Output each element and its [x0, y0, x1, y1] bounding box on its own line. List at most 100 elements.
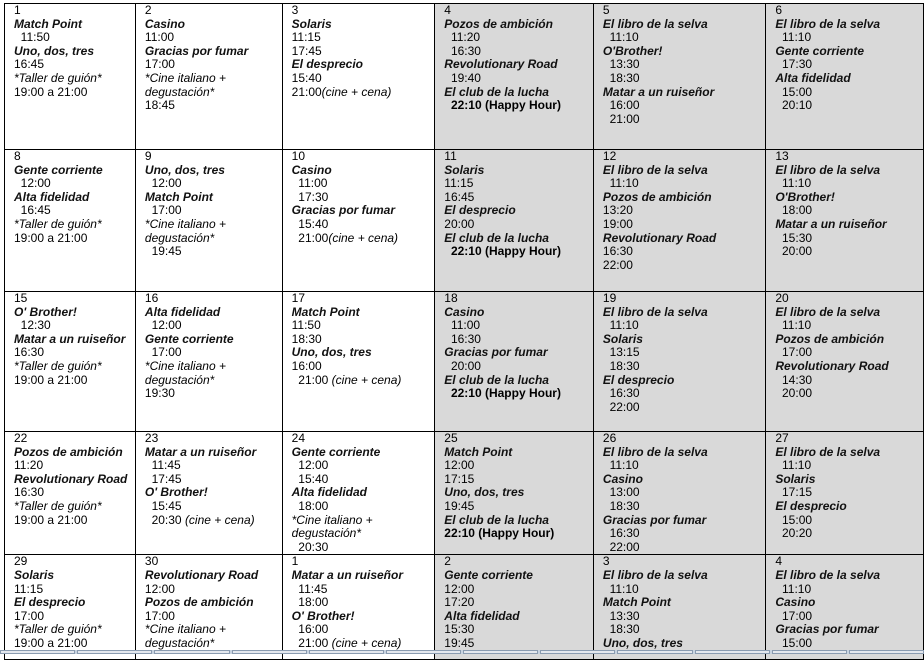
- line-text: El desprecio: [602, 372, 675, 387]
- movie-title: Uno, dos, tres: [603, 636, 765, 651]
- taskbar-button[interactable]: [694, 650, 770, 654]
- line-text: 21:00: [602, 111, 640, 126]
- day-cell: 13 El libro de la selva 11:10 O'Brother! 1…: [765, 149, 924, 292]
- line-text: 15:00: [775, 635, 813, 650]
- showtime: 11:00: [292, 176, 434, 191]
- showtime: 21:00 (cine + cena): [291, 635, 434, 651]
- taskbar-button[interactable]: [154, 650, 230, 654]
- taskbar-button[interactable]: [231, 650, 307, 654]
- movie-title: Casino: [603, 472, 765, 487]
- day-cell: 2 Gente corriente 12:00 17:20 Alta fidelidad…: [434, 554, 594, 660]
- line-text: *Taller de guión*: [14, 622, 102, 637]
- line-text: 22:10 (Happy Hour): [444, 98, 561, 113]
- line-text: Matar a un ruiseñor: [775, 216, 887, 231]
- movie-title: El club de la lucha: [444, 85, 592, 100]
- line-text: 18:00: [291, 498, 329, 513]
- showtime: 17:00: [145, 58, 281, 72]
- movie-title: El club de la lucha: [444, 513, 592, 528]
- line-text: 15:30: [775, 230, 813, 245]
- line-text: 11:10: [775, 458, 812, 473]
- day-cell: 10 Casino 11:00 17:30 Gracias por fumar 15…: [281, 149, 436, 292]
- line-text: O'Brother!: [775, 189, 835, 204]
- line-text: El desprecio: [291, 57, 364, 72]
- showtime: 15:40: [292, 472, 434, 487]
- line-text: degustación*: [144, 230, 215, 245]
- showtime: 13:30: [603, 609, 765, 624]
- movie-title: El libro de la selva: [775, 16, 922, 32]
- line-text: 18:00: [775, 203, 813, 218]
- movie-title: Matar a un ruiseñor: [775, 216, 922, 232]
- line-text: Pozos de ambición: [144, 595, 254, 610]
- movie-title: Matar a un ruiseñor: [603, 85, 765, 100]
- movie-title: Pozos de ambición: [603, 190, 765, 205]
- movie-title: Pozos de ambición: [775, 332, 922, 347]
- line-text: Uno, dos, tres: [14, 43, 95, 58]
- showtime: 16:30: [603, 244, 765, 259]
- line-text: 21:00: [291, 635, 332, 650]
- line-text: El libro de la selva: [775, 16, 881, 31]
- day-cell: 2 Casino 11:00 Gracias por fumar 17:00 *Cine …: [134, 3, 283, 150]
- movie-title: El desprecio: [444, 204, 592, 218]
- showtime: 20:30: [292, 540, 434, 554]
- line-text: *Taller de guión*: [14, 216, 102, 231]
- line-text: El libro de la selva: [602, 444, 708, 459]
- line-text: 20:30: [144, 512, 185, 527]
- showtime: 11:10: [775, 318, 922, 333]
- line-text: 22:00: [602, 539, 640, 554]
- movie-title: El club de la lucha: [444, 231, 592, 246]
- showtime: 19:30: [145, 386, 281, 401]
- taskbar-button[interactable]: [771, 650, 847, 654]
- movie-title: Gracias por fumar: [145, 44, 281, 59]
- line-text: 19:00 a 21:00: [14, 372, 88, 387]
- line-text: *Taller de guión*: [14, 358, 102, 373]
- line-text: 14:30: [775, 372, 813, 387]
- movie-title: El desprecio: [291, 57, 434, 72]
- taskbar-button[interactable]: [385, 650, 462, 654]
- showtime: 14:30: [775, 372, 922, 388]
- line-text: 11:10: [775, 176, 812, 191]
- showtime: 16:30: [603, 386, 765, 401]
- showtime: 16:45: [14, 58, 134, 72]
- taskbar-button[interactable]: [77, 650, 153, 654]
- line-text: 18:45: [144, 98, 175, 113]
- showtime: 17:00: [145, 204, 281, 218]
- taskbar-button[interactable]: [848, 650, 924, 654]
- day-number: 1: [14, 3, 21, 17]
- taskbar-button[interactable]: [0, 650, 76, 654]
- movie-title: Uno, dos, tres: [145, 163, 281, 178]
- showtime: 18:30: [603, 359, 765, 374]
- showtime: 16:30: [14, 346, 134, 360]
- event-note: *Cine italiano +: [145, 623, 281, 637]
- line-text: Casino: [291, 162, 332, 177]
- movie-title: Revolutionary Road: [444, 58, 592, 72]
- line-text: Gente corriente: [444, 567, 533, 582]
- day-cell: 29 Solaris 11:15 El desprecio 17:00 *Taller d…: [4, 554, 136, 660]
- movie-title: El libro de la selva: [775, 305, 922, 320]
- day-number: 15: [14, 291, 28, 305]
- day-number: 17: [291, 291, 305, 305]
- showtime: 16:45: [14, 204, 134, 218]
- line-text: Alta fidelidad: [444, 608, 520, 623]
- taskbar-button[interactable]: [617, 650, 693, 654]
- line-text: 22:10 (Happy Hour): [444, 526, 555, 541]
- movie-title: El desprecio: [602, 372, 765, 388]
- line-text: *Cine italiano +: [144, 216, 226, 231]
- day-number: 29: [14, 554, 28, 569]
- showtime: 19:45: [444, 636, 592, 651]
- taskbar-button[interactable]: [540, 650, 616, 654]
- taskbar-button[interactable]: [463, 650, 539, 654]
- line-text: 13:30: [602, 57, 640, 72]
- showtime: 11:00: [145, 30, 281, 45]
- taskbar-button[interactable]: [308, 650, 384, 654]
- line-text: 11:15: [444, 176, 474, 191]
- showtime: 11:45: [292, 582, 434, 597]
- showtime: 16:45: [444, 190, 592, 205]
- showtime: 20:10: [775, 98, 922, 113]
- line-text: O'Brother!: [602, 43, 663, 58]
- line-text: 19:00 a 21:00: [14, 84, 88, 99]
- movie-title: Gracias por fumar: [603, 513, 765, 528]
- line-text: Match Point: [602, 595, 671, 610]
- showtime: 12:30: [14, 318, 134, 333]
- showtime: 19:45: [444, 499, 592, 514]
- line-text: Pozos de ambición: [444, 16, 553, 31]
